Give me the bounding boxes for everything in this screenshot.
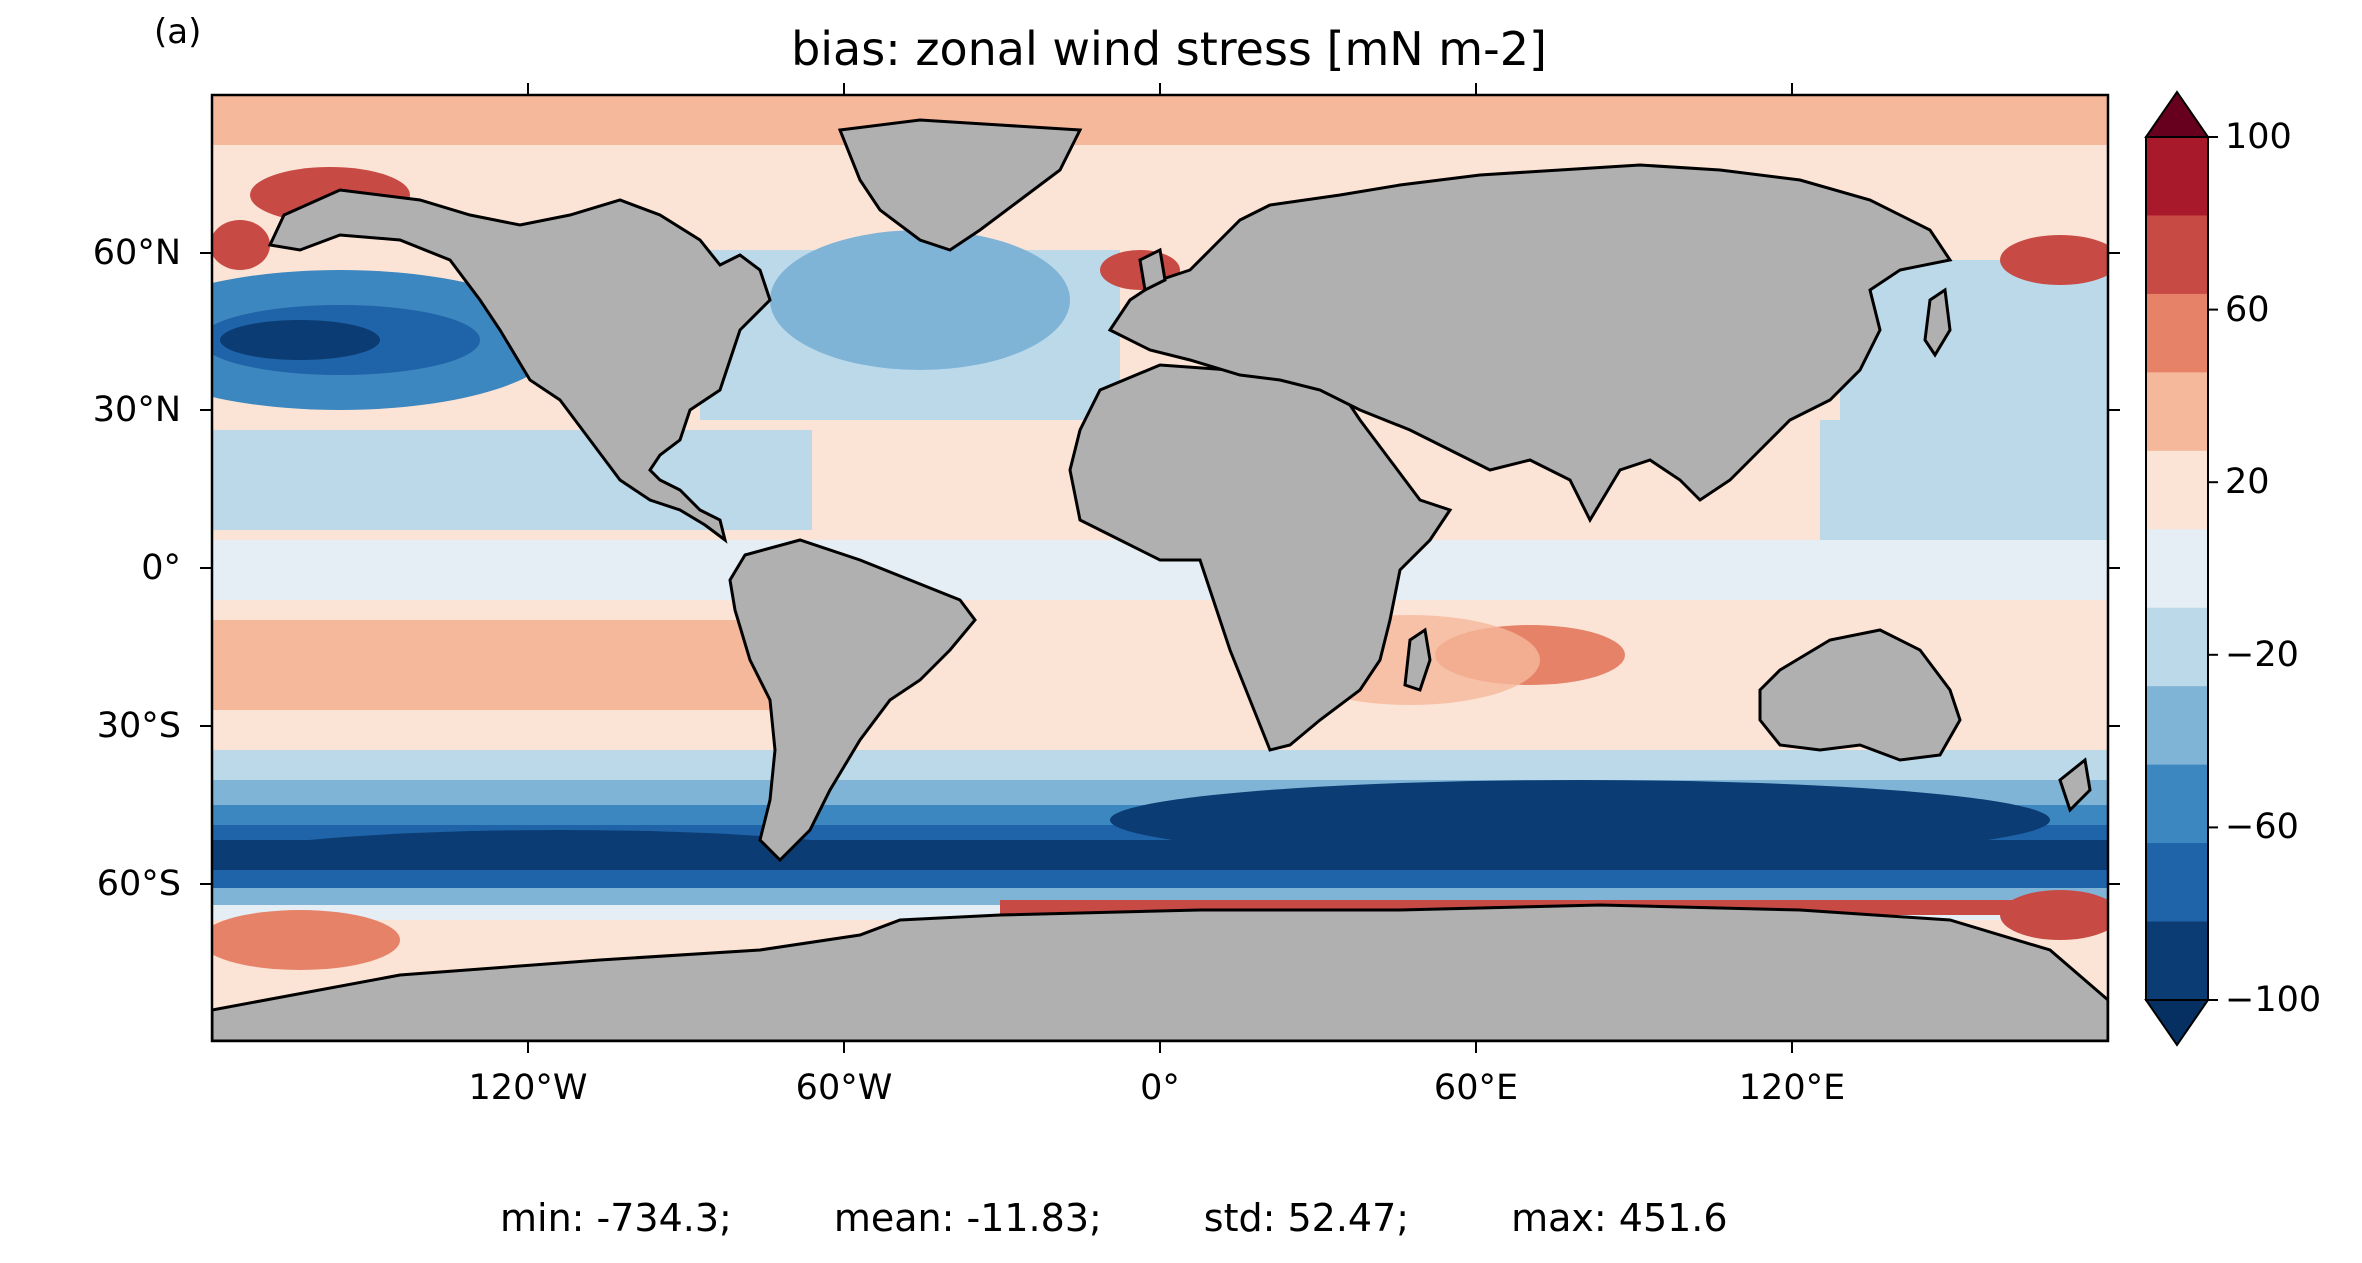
stat-mean: mean: -11.83; [833,1196,1102,1240]
colorbar-tick-label: −20 [2225,635,2299,675]
lat-tick-label: 0° [141,548,181,588]
stat-max: max: 451.6 [1511,1196,1728,1240]
colorbar-tick-label: −60 [2225,807,2299,847]
lon-tick-label: 0° [1140,1068,1180,1108]
lon-tick-label: 60°E [1433,1068,1519,1108]
lon-tick-label: 120°W [468,1068,588,1108]
colorbar-tick-label: 60 [2225,290,2270,330]
colorbar-segment [2146,529,2208,609]
lat-tick-marks [200,252,2120,885]
lat-tick-label: 30°S [96,706,181,746]
colorbar-segment [2146,843,2208,923]
colorbar [2144,90,2218,1047]
stat-min: min: -734.3; [500,1196,732,1240]
colorbar-segment [2146,137,2208,216]
colorbar-segment [2146,372,2208,452]
colorbar-segment [2146,293,2208,373]
lon-tick-label: 120°E [1738,1068,1846,1108]
panel-label: (a) [154,12,202,52]
colorbar-segment [2146,764,2208,844]
colorbar-tick-label: 20 [2225,462,2270,502]
colorbar-segment [2146,215,2208,295]
colorbar-extend-min [2144,999,2210,1047]
colorbar-segment [2146,607,2208,687]
lat-tick-label: 60°S [96,864,181,904]
lat-tick-label: 60°N [92,233,181,273]
land [212,118,2108,1041]
stat-std: std: 52.47; [1203,1196,1410,1240]
lon-tick-marks [527,83,1793,1053]
map-title: bias: zonal wind stress [mN m-2] [791,22,1547,76]
colorbar-segment [2146,450,2208,530]
statistics-line: min: -734.3; mean: -11.83; std: 52.47; max:… [500,1196,1728,1240]
colorbar-outline [2145,136,2209,1001]
colorbar-tick-label: −100 [2225,980,2322,1020]
colorbar-segment [2146,686,2208,766]
lon-tick-label: 60°W [795,1068,893,1108]
colorbar-extend-max [2144,90,2210,138]
colorbar-segment [2146,921,2208,1001]
colorbar-tick-label: 100 [2225,117,2292,157]
lat-tick-label: 30°N [92,390,181,430]
